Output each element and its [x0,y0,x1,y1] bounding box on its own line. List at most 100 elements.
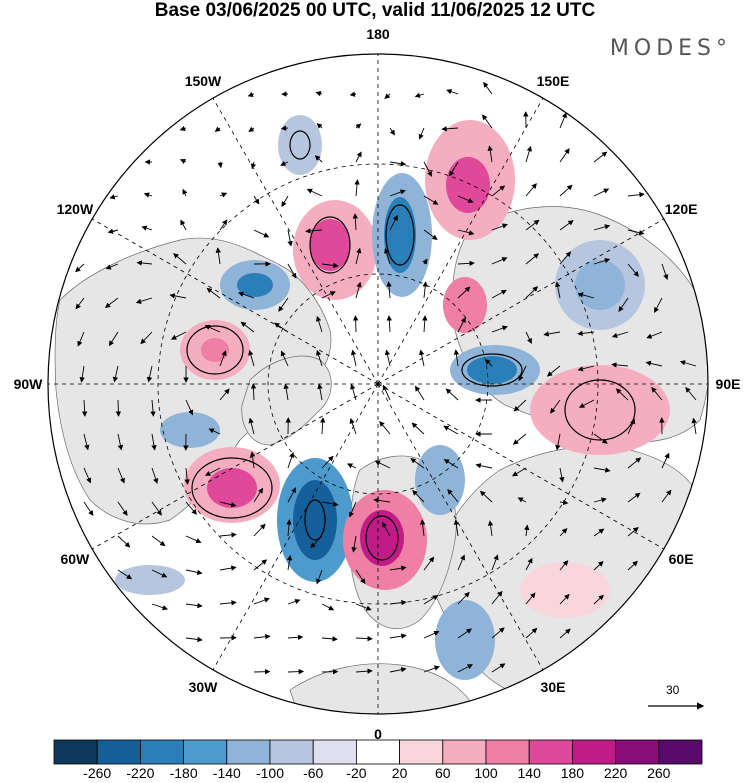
wind-arrow [280,125,289,131]
wind-arrow [389,599,407,606]
colorbar-swatch [485,739,530,765]
wind-arrow [389,565,407,571]
wind-arrow [283,383,289,401]
wind-arrow [627,457,642,469]
wind-arrow [654,297,663,313]
wind-arrow [384,349,391,367]
wind-arrow [238,291,255,299]
wind-arrow [611,331,629,338]
wind-arrow [273,322,289,333]
anomaly-positive [530,365,670,455]
wind-arrow [112,365,119,383]
anomaly-positive [520,562,610,618]
wind-arrow [384,247,391,265]
anomaly-positive [207,468,257,508]
wind-arrow [382,384,391,401]
wind-arrow [136,260,153,266]
wind-arrow [422,281,428,299]
height-contours [186,130,636,561]
wind-arrow [418,349,425,367]
contour-line [191,457,273,519]
map-title: Base 03/06/2025 00 UTC, valid 11/06/2025… [154,0,596,21]
wind-arrow [593,433,608,444]
wind-arrow [320,417,326,435]
wind-arrow [81,399,88,417]
meridian-line [377,383,664,550]
wind-arrow [287,668,305,675]
wind-arrow [108,331,119,347]
longitude-label: 60W [60,551,90,567]
wind-arrow [305,228,323,234]
wind-arrow [355,603,372,611]
meridian-line [377,383,544,670]
colorbar-swatch [226,739,271,765]
wind-arrow [627,191,645,198]
wind-arrow [661,489,672,503]
wind-arrow [83,433,90,451]
wind-arrow [491,627,505,639]
wind-arrow [287,451,295,469]
wind-arrow [310,535,323,549]
anomaly-negative [384,197,416,273]
wind-arrow [457,316,466,333]
wind-arrow [151,569,168,578]
wind-arrow [321,501,339,507]
longitude-label: 30E [541,679,566,695]
wind-arrow [253,633,271,640]
height-anomaly-shading [115,115,670,680]
wind-arrow [287,487,297,503]
colorbar-label: 180 [561,765,585,781]
wind-arrow [151,467,159,485]
wind-arrow [525,557,533,571]
wind-arrow [419,519,426,537]
wind-arrow [205,467,221,476]
wind-arrow [491,590,503,605]
wind-arrow [389,214,398,231]
colorbar-swatch [183,739,228,765]
wind-arrow [240,321,255,333]
wind-arrow [105,263,119,270]
wind-arrow [593,528,605,537]
graticule [48,54,708,714]
reference-vector-label: 30 [666,683,680,697]
colorbar-swatch [355,739,400,765]
wind-arrow [185,535,202,544]
longitude-label: 120W [57,201,94,217]
wind-arrow [627,526,639,537]
wind-arrow [179,125,187,131]
wind-arrow [140,331,153,345]
wind-arrow [593,467,611,473]
wind-arrow [615,388,629,401]
wind-arrow [151,603,169,611]
wind-arrow [475,463,493,469]
wind-arrow [412,489,425,503]
wind-arrow [559,112,567,129]
wind-arrow [185,501,197,515]
anomaly-negative [415,445,465,515]
wind-arrow [321,603,335,611]
wind-arrow [593,224,611,231]
wind-arrow [173,253,187,265]
wind-arrow [317,383,323,401]
wind-arrow [253,523,266,537]
wind-arrow [389,633,407,639]
wind-arrow [491,554,499,571]
wind-arrow [373,497,391,504]
wind-arrow [423,665,440,673]
wind-arrow [577,365,595,372]
wind-arrow [578,399,595,408]
wind-arrow [374,460,391,469]
wind-arrow [281,195,289,208]
wind-arrow [611,362,629,368]
colorbar-label: -180 [170,765,198,781]
wind-arrow [479,490,493,503]
colorbar-label: 140 [518,765,542,781]
wind-arrow [555,281,561,299]
wind-arrow [287,634,304,640]
wind-arrow [457,554,465,571]
wind-arrow [77,331,85,347]
wind-arrow [513,399,527,412]
colorbar-label: -20 [346,765,366,781]
anomaly-positive [310,219,350,271]
anomaly-negative [115,565,185,595]
